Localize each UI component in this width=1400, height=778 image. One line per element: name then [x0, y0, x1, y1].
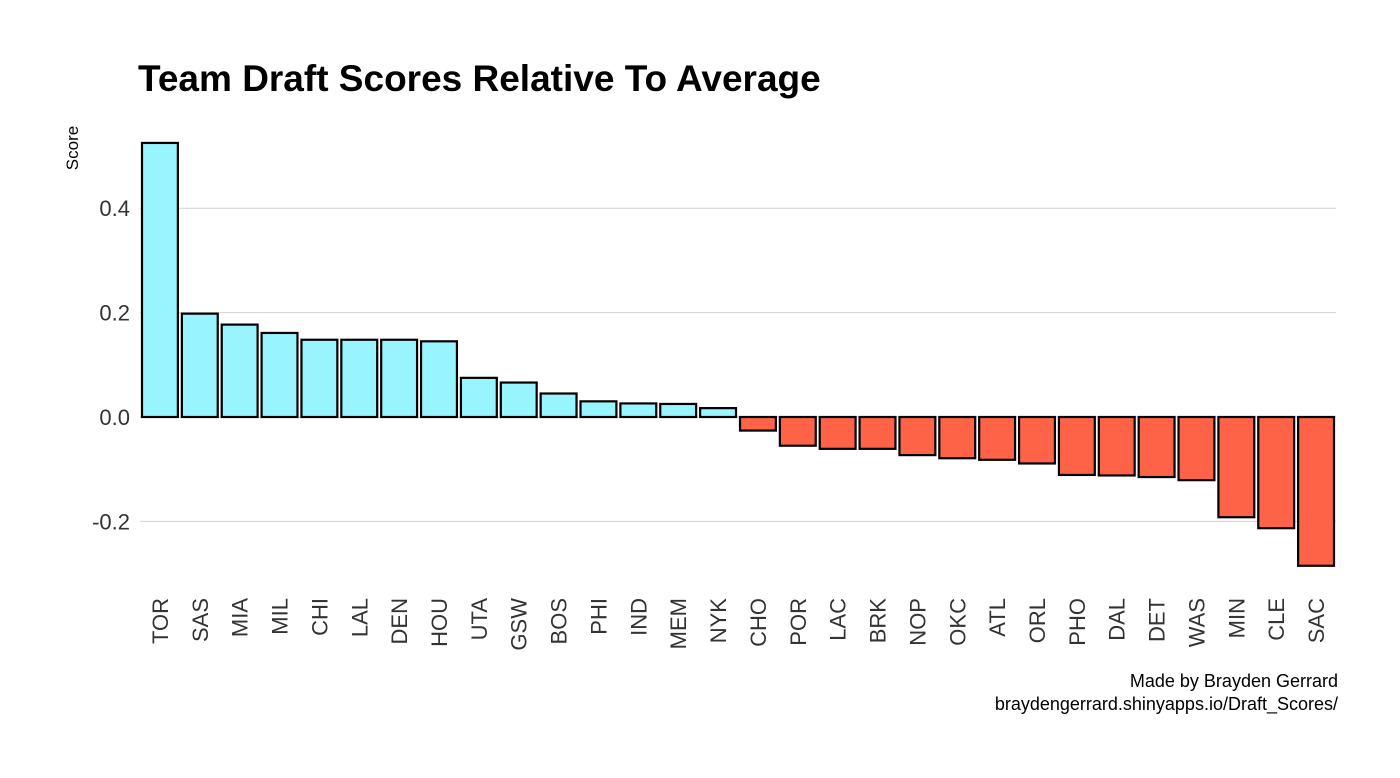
- x-tick-label: WAS: [1184, 598, 1209, 647]
- x-tick-label: BOS: [547, 598, 572, 644]
- bar-lal: [340, 338, 379, 419]
- x-tick-label: GSW: [507, 598, 532, 651]
- x-tick-label: IND: [626, 598, 651, 636]
- bars: [140, 141, 1336, 567]
- bar-den: [380, 338, 419, 419]
- bar-por: [778, 415, 817, 447]
- x-tick-label: MIL: [268, 598, 293, 635]
- y-axis-label: Score: [63, 126, 82, 170]
- bar-dal: [1097, 415, 1136, 477]
- gridlines: [140, 207, 1336, 522]
- x-tick-label: MIA: [228, 598, 253, 637]
- chart-title: Team Draft Scores Relative To Average: [138, 58, 821, 99]
- bar-orl: [1017, 415, 1057, 465]
- y-axis-ticks: -0.2 0.0 0.2 0.4: [92, 196, 130, 534]
- bar-ind: [619, 402, 658, 419]
- bar-lac: [818, 415, 857, 450]
- bar-mil: [260, 331, 299, 419]
- x-tick-label: DEN: [387, 598, 412, 644]
- x-tick-label: LAC: [826, 598, 851, 641]
- bar-phi: [579, 400, 618, 419]
- x-tick-label: SAS: [188, 598, 213, 642]
- x-tick-label: POR: [786, 598, 811, 646]
- bar-gsw: [499, 381, 538, 419]
- x-tick-label: LAL: [347, 598, 372, 637]
- x-tick-label: PHO: [1065, 598, 1090, 646]
- x-tick-label: CLE: [1264, 598, 1289, 641]
- bar-okc: [938, 415, 977, 460]
- x-tick-label: MEM: [666, 598, 691, 649]
- bar-hou: [419, 340, 459, 419]
- x-tick-label: HOU: [427, 598, 452, 647]
- y-tick-label: 0.0: [99, 405, 130, 430]
- bar-nop: [898, 415, 937, 457]
- bar-mem: [659, 402, 698, 419]
- x-tick-label: NOP: [905, 598, 930, 646]
- bar-nyk: [699, 407, 738, 419]
- x-tick-label: PHI: [586, 598, 611, 635]
- x-tick-label: CHO: [746, 598, 771, 647]
- bar-uta: [459, 376, 498, 419]
- caption-url: braydengerrard.shinyapps.io/Draft_Scores…: [994, 694, 1338, 714]
- x-tick-label: TOR: [148, 598, 173, 644]
- y-tick-label: -0.2: [92, 509, 130, 534]
- x-tick-label: NYK: [706, 598, 731, 644]
- x-tick-label: BRK: [866, 598, 891, 644]
- caption-author: Made by Brayden Gerrard: [1129, 671, 1338, 691]
- bar-cho: [738, 415, 777, 432]
- x-tick-label: UTA: [467, 598, 492, 641]
- y-tick-label: 0.4: [99, 196, 130, 221]
- x-tick-label: CHI: [307, 598, 332, 636]
- bar-bos: [539, 392, 578, 419]
- caption: Made by Brayden Gerrard braydengerrard.s…: [995, 670, 1338, 716]
- bar-tor: [140, 141, 179, 419]
- bar-min: [1217, 415, 1256, 519]
- bar-sac: [1297, 415, 1336, 567]
- bar-sas: [180, 312, 219, 419]
- bar-brk: [858, 415, 897, 450]
- bar-atl: [978, 415, 1017, 461]
- bar-cle: [1257, 415, 1296, 530]
- x-tick-label: DAL: [1105, 598, 1130, 641]
- bar-mia: [220, 323, 259, 419]
- x-tick-label: ORL: [1025, 598, 1050, 643]
- bar-pho: [1057, 415, 1096, 477]
- x-tick-label: ATL: [985, 598, 1010, 637]
- x-tick-label: OKC: [945, 598, 970, 646]
- bar-was: [1177, 415, 1216, 482]
- x-tick-label: MIN: [1224, 598, 1249, 638]
- x-tick-label: SAC: [1304, 598, 1329, 643]
- x-axis-ticks: TOR SAS MIA MIL CHI LAL DEN HOU UTA GSW BOS PHI IND M…: [148, 598, 1329, 651]
- bar-det: [1137, 415, 1176, 479]
- y-tick-label: 0.2: [99, 301, 130, 326]
- bar-chi: [300, 338, 339, 419]
- x-tick-label: DET: [1145, 598, 1170, 642]
